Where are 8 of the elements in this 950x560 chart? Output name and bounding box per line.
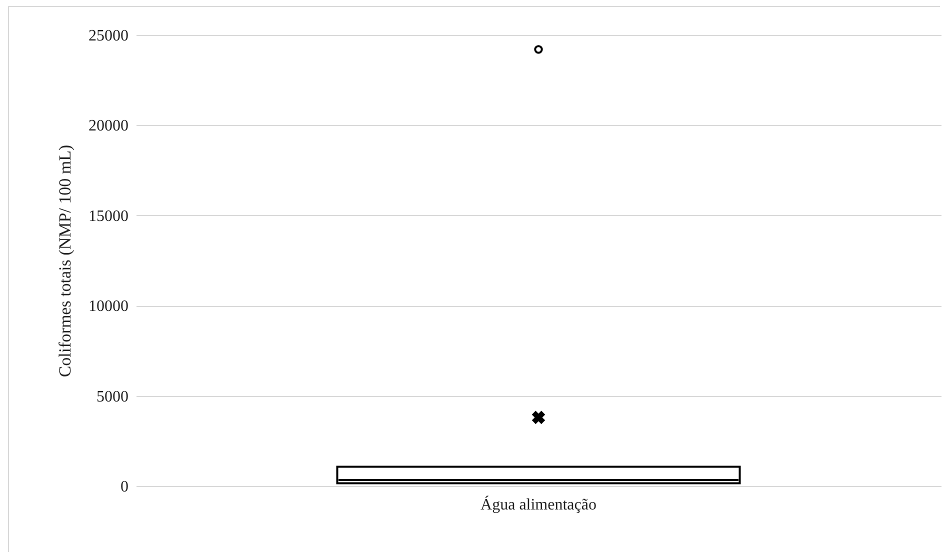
y-axis-title: Coliformes totais (NMP/ 100 mL): [56, 144, 74, 378]
y-tick-label: 25000: [88, 28, 128, 44]
y-tick-label: 0: [120, 478, 128, 496]
y-tick-label: 20000: [88, 118, 128, 135]
y-tick-label: 5000: [96, 388, 128, 406]
x-tick-label: Água alimentação: [480, 496, 596, 514]
y-tick-label: 15000: [88, 208, 128, 225]
y-tick-label: 10000: [88, 298, 128, 316]
